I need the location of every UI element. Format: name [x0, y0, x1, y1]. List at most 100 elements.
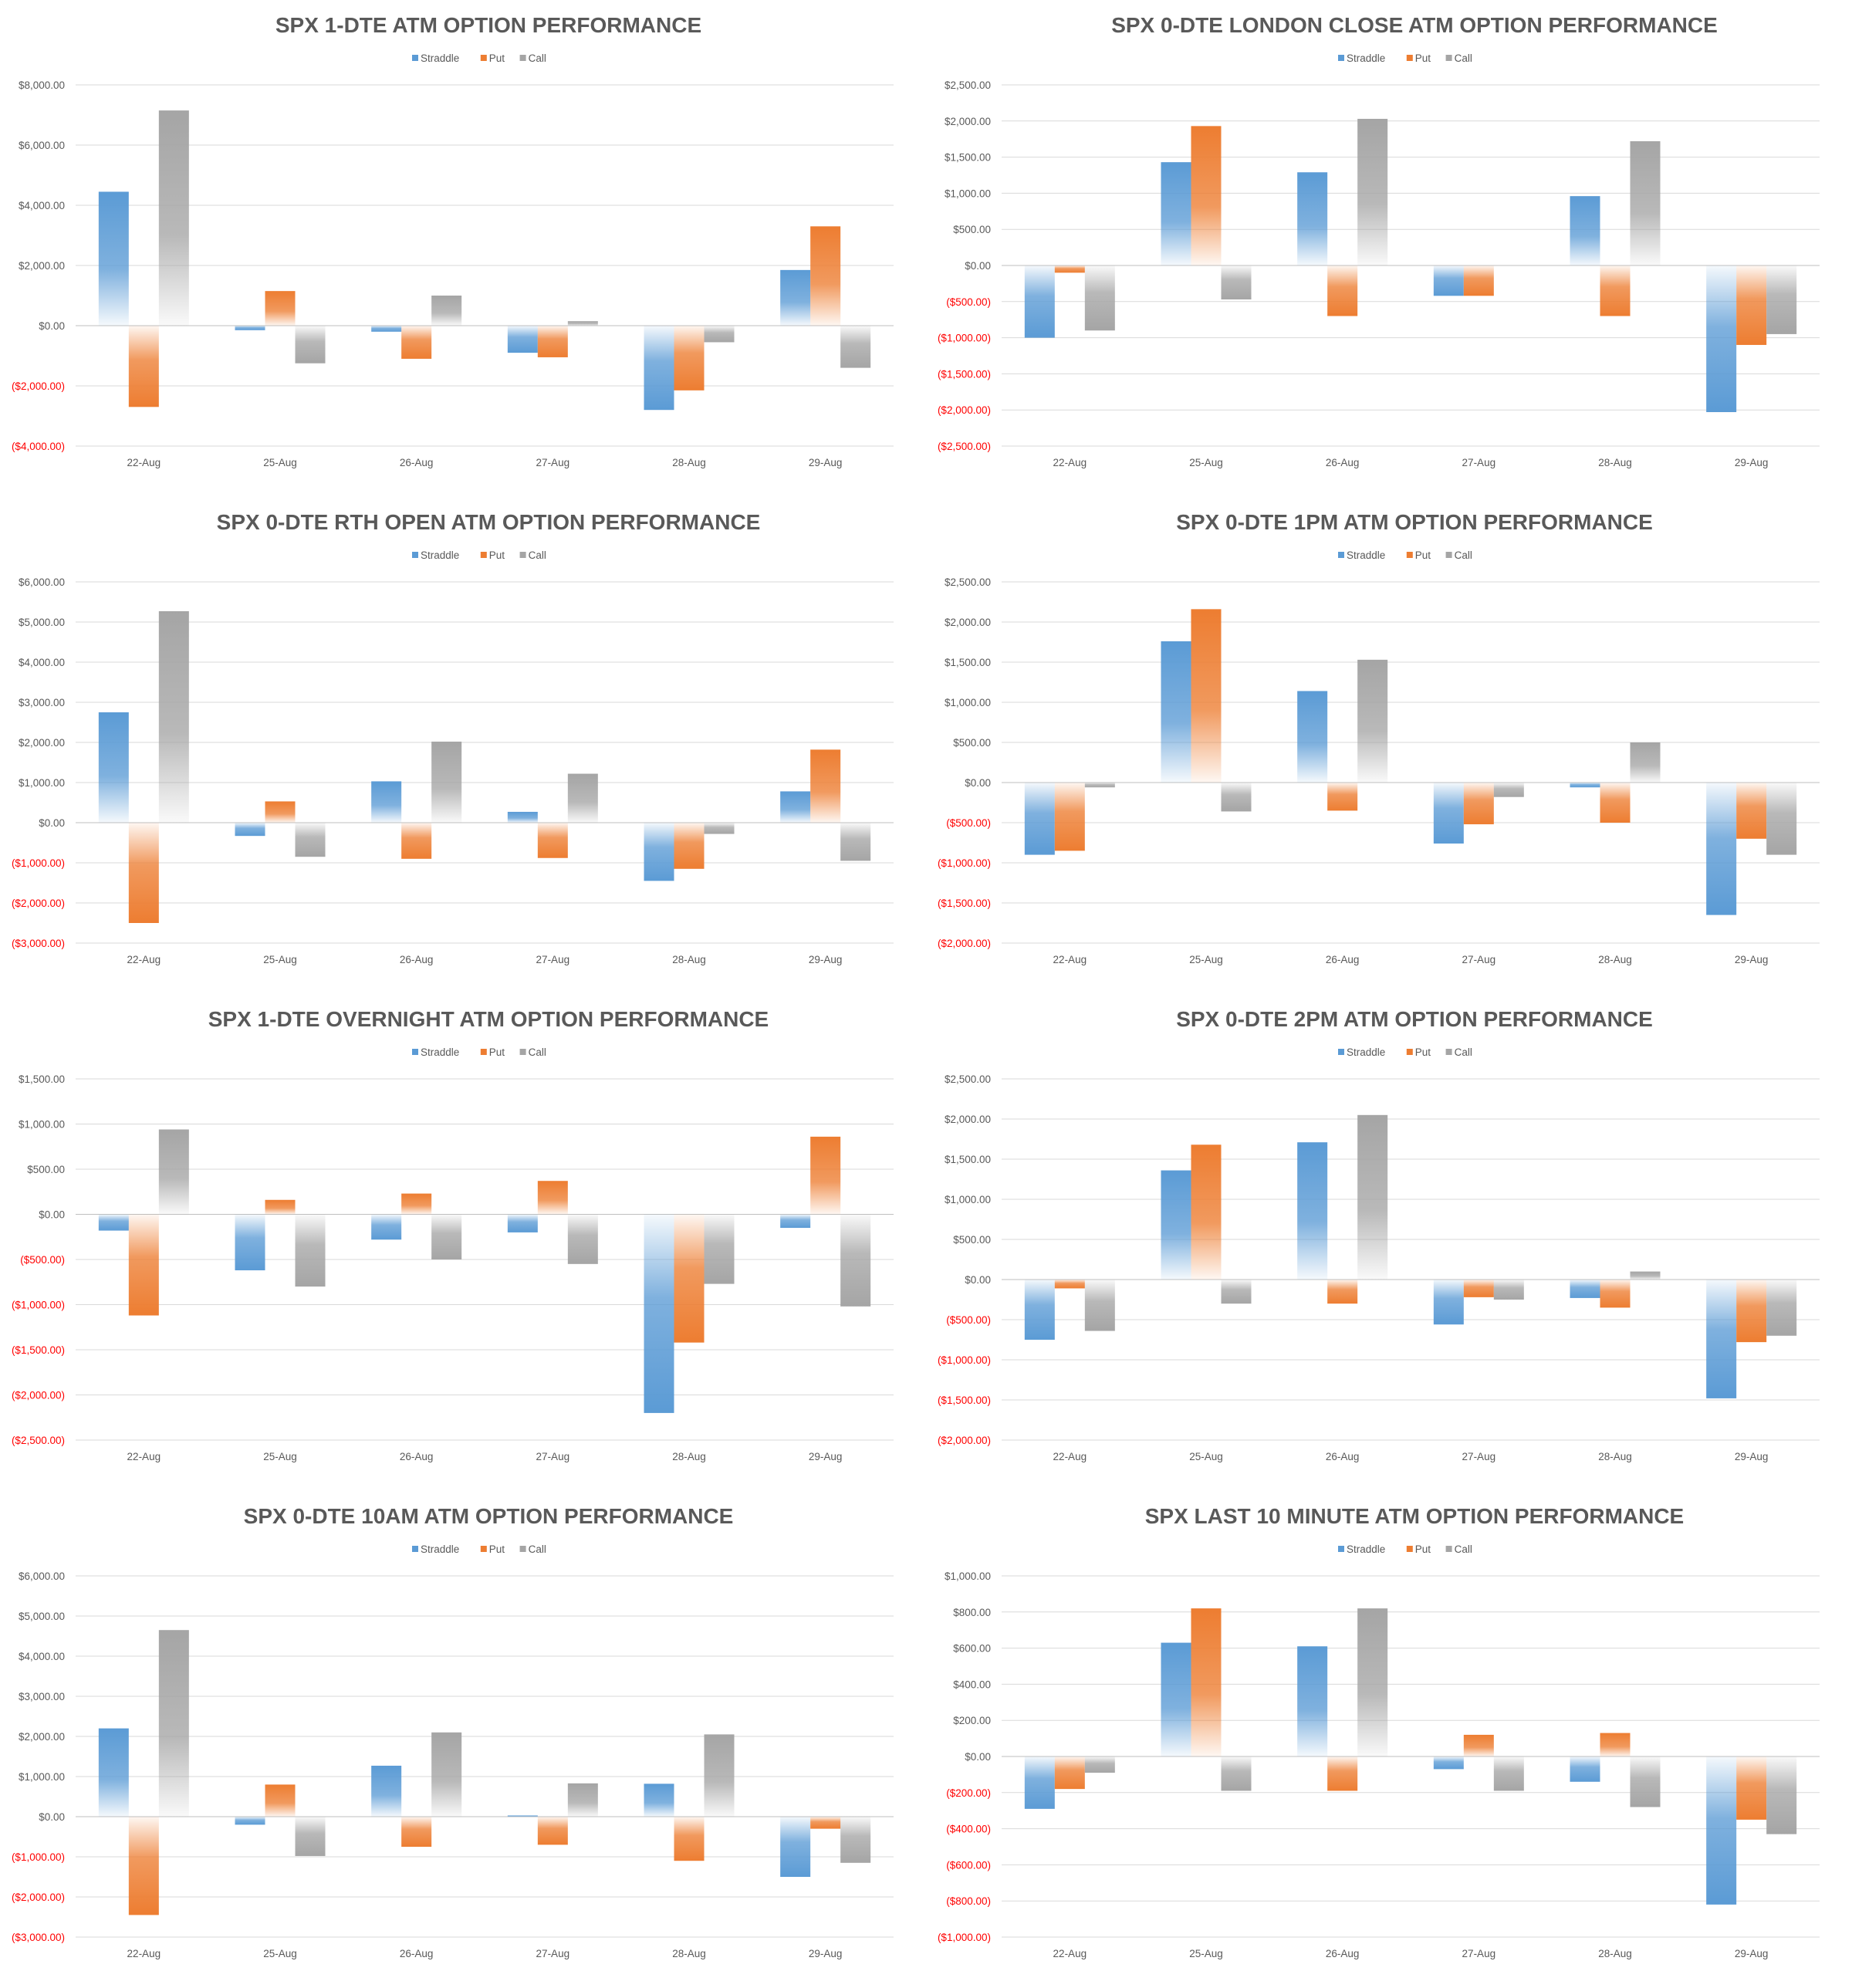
bar-call-25-aug	[295, 1214, 326, 1287]
bar-straddle-22-aug	[98, 1214, 129, 1231]
legend-label-call: Call	[529, 1543, 546, 1555]
y-tick-label: $5,000.00	[19, 1611, 65, 1622]
x-category-label: 29-Aug	[809, 1948, 843, 1959]
y-tick-label: $1,000.00	[945, 188, 991, 199]
legend-swatch-straddle	[1338, 1049, 1344, 1055]
bar-put-28-aug	[1600, 265, 1631, 316]
chart-spx-0dte-london-close: SPX 0-DTE LONDON CLOSE ATM OPTION PERFOR…	[926, 0, 1852, 497]
legend-label-put: Put	[1415, 549, 1431, 561]
y-tick-label: ($2,000.00)	[12, 1892, 65, 1903]
x-category-label: 29-Aug	[1735, 1451, 1769, 1462]
y-tick-label: ($1,000.00)	[938, 333, 991, 344]
bar-put-28-aug	[1600, 1733, 1631, 1756]
legend-swatch-straddle	[412, 55, 418, 61]
bar-put-29-aug	[1736, 783, 1767, 839]
x-category-label: 28-Aug	[672, 954, 706, 965]
bar-put-22-aug	[128, 1817, 159, 1915]
bar-call-22-aug	[158, 1129, 189, 1215]
bar-call-25-aug	[1221, 265, 1252, 299]
x-category-label: 27-Aug	[1462, 1948, 1496, 1959]
bar-call-26-aug	[1357, 1114, 1388, 1280]
legend-label-straddle: Straddle	[1347, 549, 1385, 561]
y-tick-label: $2,000.00	[945, 1114, 991, 1125]
y-tick-label: $2,000.00	[945, 617, 991, 628]
bar-put-28-aug	[674, 1214, 705, 1343]
legend-swatch-straddle	[1338, 1546, 1344, 1552]
bar-straddle-29-aug	[780, 269, 811, 326]
bar-put-26-aug	[1327, 1756, 1358, 1791]
bar-put-27-aug	[1463, 783, 1494, 825]
legend-swatch-straddle	[412, 1546, 418, 1552]
y-tick-label: $1,000.00	[945, 1194, 991, 1205]
y-tick-label: ($600.00)	[946, 1859, 991, 1871]
y-tick-label: ($2,000.00)	[938, 1435, 991, 1446]
chart-svg: SPX LAST 10 MINUTE ATM OPTION PERFORMANC…	[938, 1504, 1820, 1959]
legend-label-put: Put	[489, 1543, 505, 1555]
y-tick-label: $0.00	[39, 320, 65, 332]
x-category-label: 29-Aug	[809, 457, 843, 468]
legend-swatch-call	[519, 55, 526, 61]
bar-put-28-aug	[674, 1817, 705, 1861]
bar-straddle-27-aug	[507, 326, 538, 353]
y-tick-label: ($1,500.00)	[938, 368, 991, 380]
y-tick-label: ($1,000.00)	[938, 1932, 991, 1943]
y-tick-label: ($2,000.00)	[938, 938, 991, 949]
y-tick-label: $1,500.00	[945, 657, 991, 668]
bar-call-28-aug	[1630, 141, 1661, 265]
bar-straddle-25-aug	[235, 823, 265, 837]
x-category-label: 29-Aug	[809, 1451, 843, 1462]
bar-call-22-aug	[1084, 783, 1115, 788]
bar-call-26-aug	[431, 1732, 462, 1817]
bar-straddle-26-aug	[1297, 1142, 1328, 1280]
chart-spx-0dte-2pm: SPX 0-DTE 2PM ATM OPTION PERFORMANCE Stra…	[926, 994, 1852, 1491]
y-tick-label: $2,000.00	[19, 737, 65, 749]
x-category-label: 26-Aug	[400, 1451, 434, 1462]
bar-call-28-aug	[704, 326, 735, 343]
bar-call-27-aug	[567, 1214, 598, 1264]
y-tick-label: ($800.00)	[946, 1895, 991, 1907]
legend-label-call: Call	[529, 1046, 546, 1058]
bar-call-28-aug	[1630, 1756, 1661, 1807]
x-category-label: 27-Aug	[536, 954, 570, 965]
x-category-label: 29-Aug	[1735, 1948, 1769, 1959]
bar-call-28-aug	[704, 1214, 735, 1284]
y-tick-label: $800.00	[953, 1607, 991, 1618]
bar-put-22-aug	[1054, 265, 1085, 273]
y-tick-label: ($1,500.00)	[938, 898, 991, 909]
chart-spx-0dte-1pm: SPX 0-DTE 1PM ATM OPTION PERFORMANCE Stra…	[926, 497, 1852, 994]
x-category-label: 28-Aug	[1598, 1948, 1632, 1959]
bar-straddle-29-aug	[780, 1214, 811, 1229]
y-tick-label: ($3,000.00)	[12, 938, 65, 949]
y-tick-label: $400.00	[953, 1679, 991, 1690]
y-tick-label: ($2,000.00)	[12, 380, 65, 392]
x-category-label: 26-Aug	[1326, 457, 1360, 468]
x-category-label: 25-Aug	[263, 457, 297, 468]
bar-straddle-26-aug	[371, 781, 402, 823]
bar-straddle-22-aug	[98, 712, 129, 823]
bar-put-26-aug	[401, 1817, 432, 1847]
chart-svg: SPX 0-DTE LONDON CLOSE ATM OPTION PERFOR…	[938, 13, 1820, 468]
chart-svg: SPX 1-DTE OVERNIGHT ATM OPTION PERFORMAN…	[12, 1007, 894, 1462]
x-category-label: 28-Aug	[1598, 954, 1632, 965]
legend-swatch-call	[519, 1049, 526, 1055]
bar-put-25-aug	[1191, 1144, 1222, 1280]
legend-swatch-straddle	[412, 552, 418, 558]
bar-straddle-28-aug	[1570, 783, 1600, 788]
legend-swatch-put	[480, 55, 487, 61]
chart-svg: SPX 0-DTE RTH OPEN ATM OPTION PERFORMANC…	[12, 510, 894, 965]
y-tick-label: $2,000.00	[19, 1731, 65, 1743]
chart-spx-0dte-rth-open: SPX 0-DTE RTH OPEN ATM OPTION PERFORMANC…	[0, 497, 926, 994]
legend-label-straddle: Straddle	[1347, 52, 1385, 64]
bar-straddle-28-aug	[644, 1783, 674, 1817]
bar-straddle-25-aug	[235, 326, 265, 330]
bar-put-26-aug	[1327, 1280, 1358, 1304]
x-category-label: 28-Aug	[1598, 1451, 1632, 1462]
bar-put-28-aug	[674, 823, 705, 869]
legend-label-call: Call	[1455, 549, 1472, 561]
chart-svg: SPX 0-DTE 1PM ATM OPTION PERFORMANCE Stra…	[938, 510, 1820, 965]
bar-call-29-aug	[1766, 1756, 1797, 1834]
bar-put-27-aug	[537, 326, 568, 357]
bar-straddle-27-aug	[1433, 1280, 1464, 1325]
bar-call-28-aug	[704, 1734, 735, 1817]
bar-call-22-aug	[158, 1630, 189, 1817]
